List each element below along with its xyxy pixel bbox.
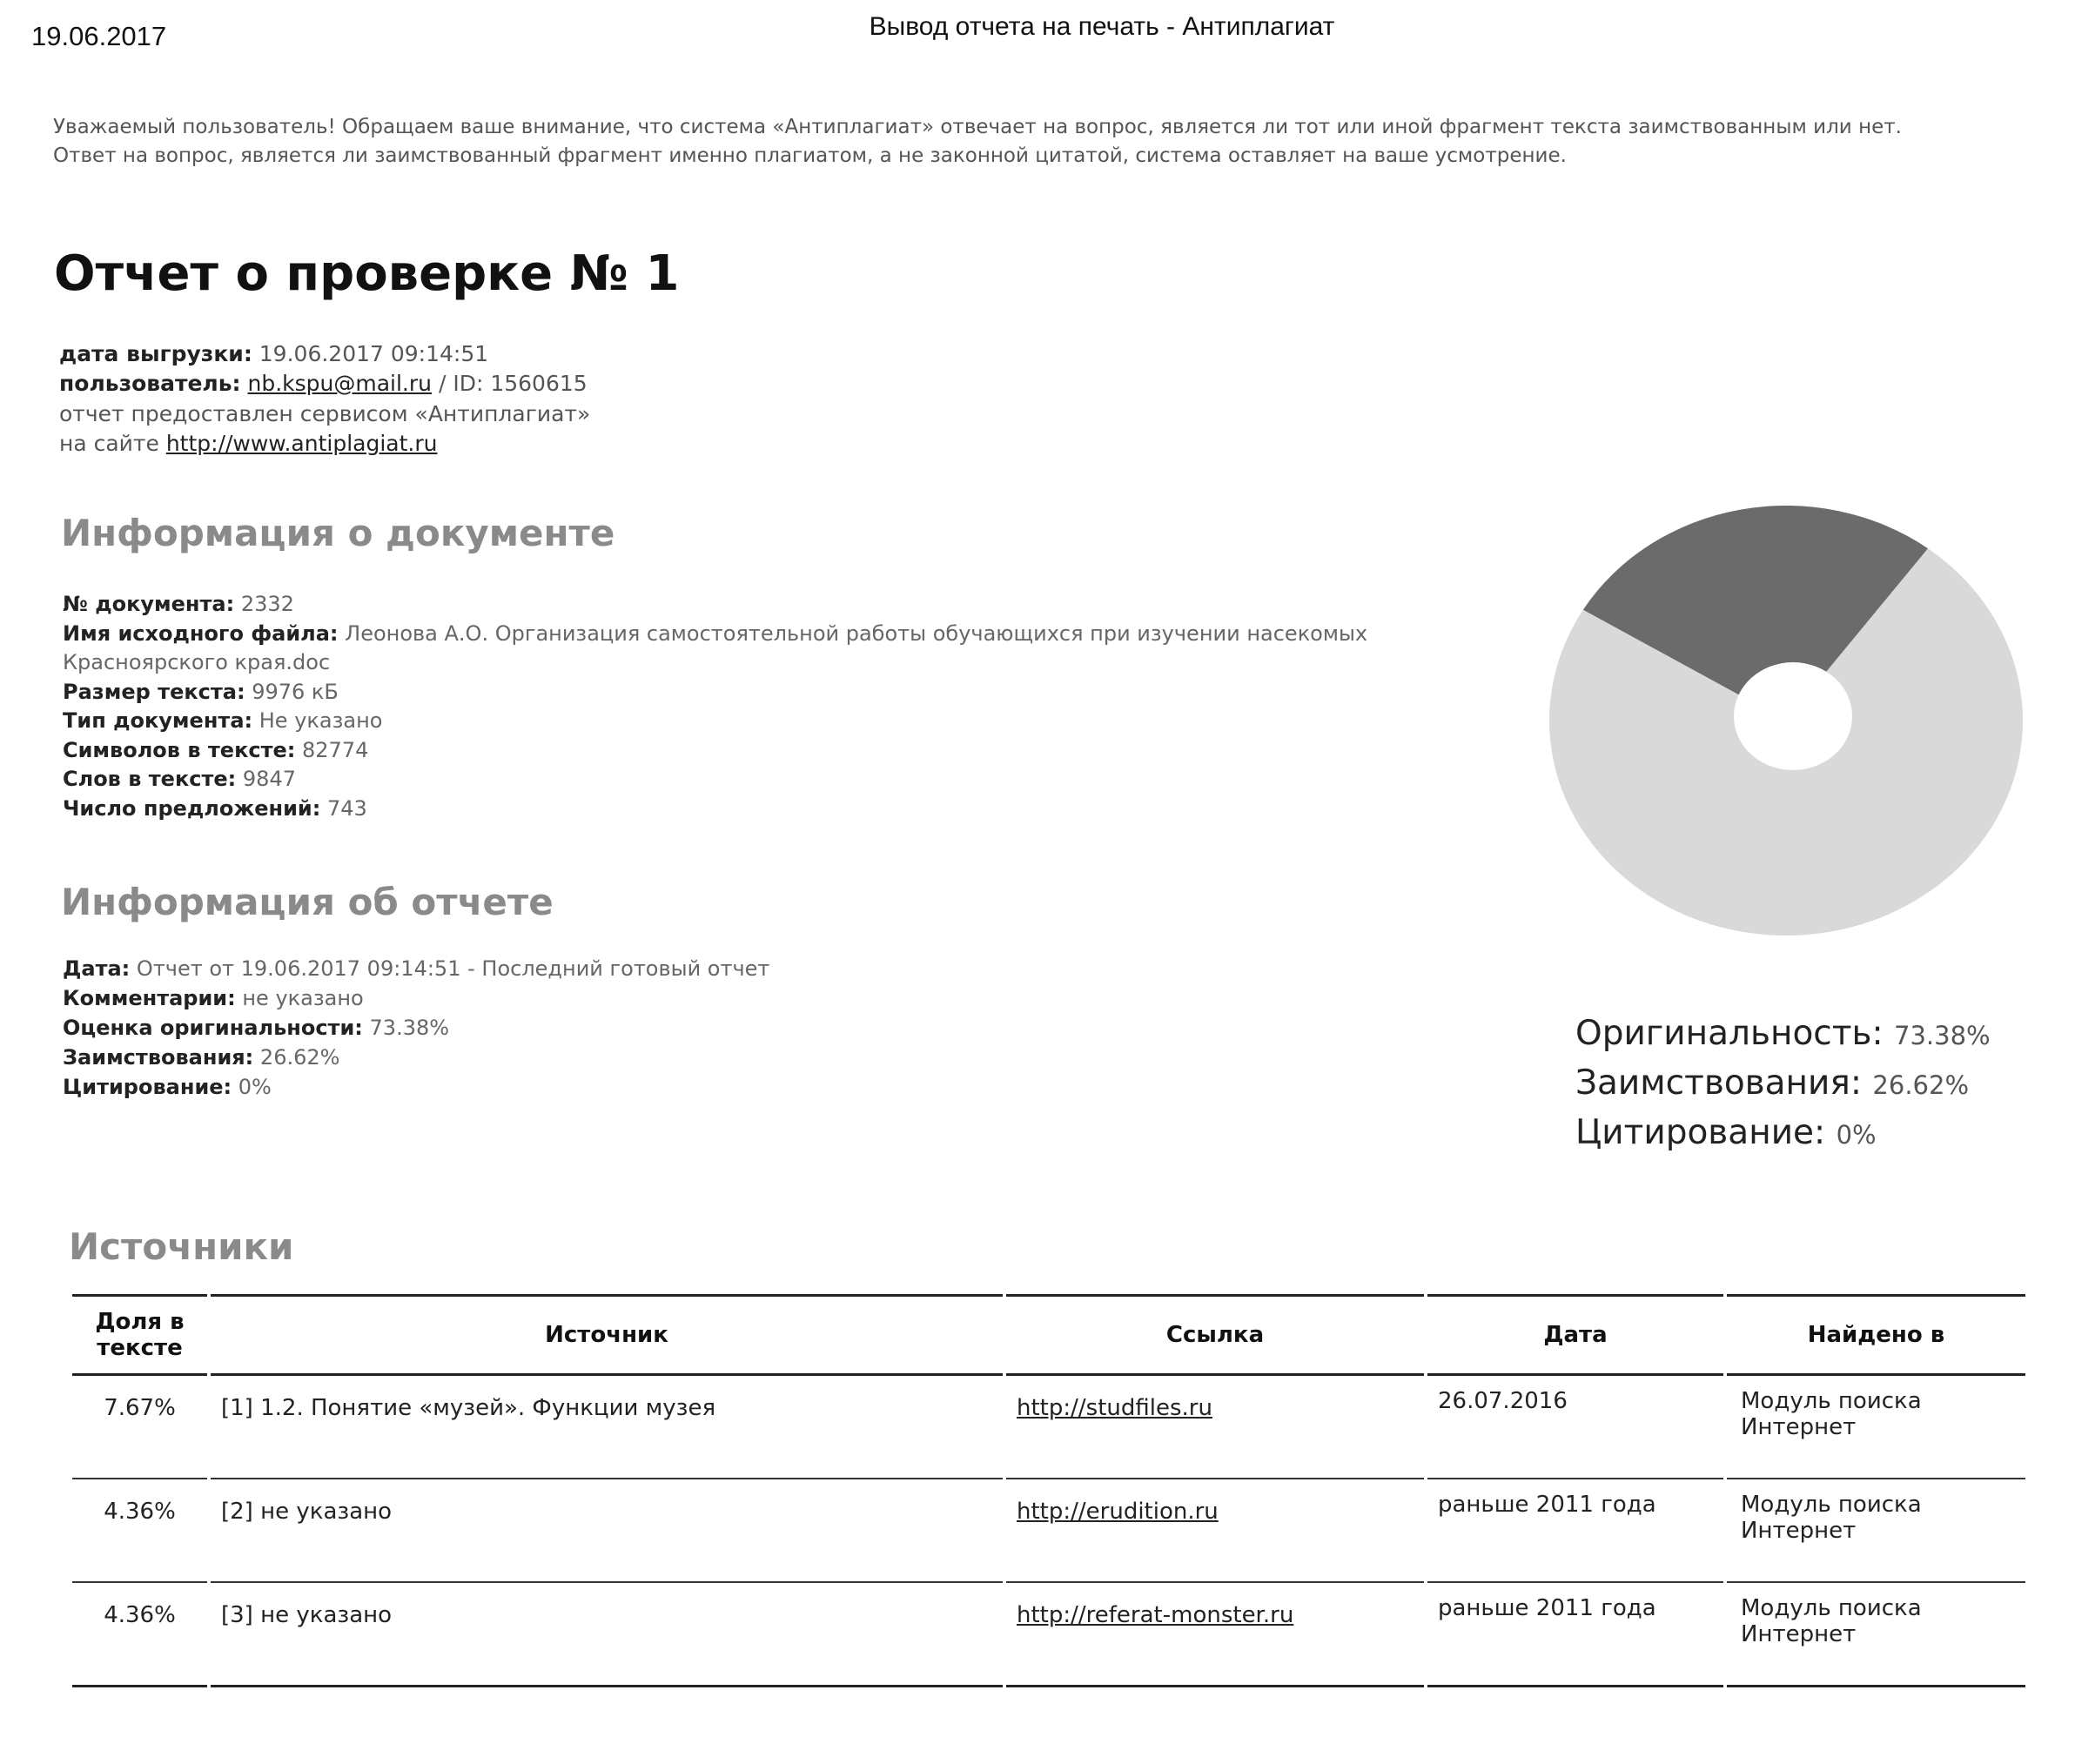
source-cell: [2] не указано xyxy=(211,1479,1003,1583)
user-label: пользователь: xyxy=(59,371,241,396)
report-title: Отчет о проверке № 1 xyxy=(54,245,680,302)
field-value: 2332 xyxy=(240,592,294,616)
date-cell: 26.07.2016 xyxy=(1427,1376,1723,1479)
doc-field: Размер текста: 9976 кБ xyxy=(63,680,339,704)
site-prefix: на сайте xyxy=(59,431,159,456)
field-label: Имя исходного файла: xyxy=(63,620,339,646)
found-in-cell: Модуль поиска Интернет xyxy=(1727,1479,2025,1583)
link-cell: http://erudition.ru xyxy=(1006,1479,1424,1583)
field-value: 73.38% xyxy=(369,1016,450,1040)
share-cell: 7.67% xyxy=(72,1376,207,1479)
field-value: не указано xyxy=(242,986,364,1010)
field-label: Размер текста: xyxy=(63,679,245,704)
field-label: Оценка оригинальности: xyxy=(63,1016,363,1040)
legend-value: 0% xyxy=(1836,1120,1877,1150)
column-header: Дата xyxy=(1427,1294,1723,1376)
column-header: Источник xyxy=(211,1294,1003,1376)
field-label: Тип документа: xyxy=(63,708,253,733)
provided-by: отчет предоставлен сервисом «Антиплагиат… xyxy=(59,401,591,426)
site-link[interactable]: http://www.antiplagiat.ru xyxy=(165,431,438,456)
date-cell: раньше 2011 года xyxy=(1427,1479,1723,1583)
user-id: / ID: 1560615 xyxy=(438,371,588,396)
table-row: 4.36% [2] не указано http://erudition.ru ра… xyxy=(72,1479,2025,1583)
field-label: Дата: xyxy=(63,956,131,981)
field-value: Отчет от 19.06.2017 09:14:51 - Последний… xyxy=(136,956,770,981)
table-header-row: Доля в тексте Источник Ссылка Дата Найдено в xyxy=(72,1294,2025,1376)
field-label: Цитирование: xyxy=(63,1075,232,1099)
field-value: 0% xyxy=(238,1075,272,1099)
user-email-link[interactable]: nb.kspu@mail.ru xyxy=(247,371,432,396)
doc-field: Число предложений: 743 xyxy=(63,796,367,821)
legend-value: 73.38% xyxy=(1894,1021,1991,1050)
doc-field: Красноярского края.doc xyxy=(63,650,330,674)
field-label: Число предложений: xyxy=(63,795,321,821)
legend-value: 26.62% xyxy=(1872,1070,1969,1100)
share-cell: 4.36% xyxy=(72,1583,207,1687)
field-value: 743 xyxy=(326,795,367,821)
legend-label: Цитирование: xyxy=(1575,1113,1826,1152)
print-date: 19.06.2017 xyxy=(31,21,167,51)
export-value: 19.06.2017 09:14:51 xyxy=(259,341,489,366)
field-label: Символов в тексте: xyxy=(63,737,296,762)
column-header: Ссылка xyxy=(1006,1294,1424,1376)
report-info-heading: Информация об отчете xyxy=(61,881,554,923)
date-cell: раньше 2011 года xyxy=(1427,1583,1723,1687)
source-link[interactable]: http://erudition.ru xyxy=(1017,1499,1219,1525)
doc-field: № документа: 2332 xyxy=(63,592,294,616)
legend-item: Заимствования: 26.62% xyxy=(1575,1063,1969,1103)
field-value: 26.62% xyxy=(259,1045,340,1070)
field-value: Не указано xyxy=(259,708,383,733)
report-field: Комментарии: не указано xyxy=(63,986,364,1010)
field-label: № документа: xyxy=(63,592,235,616)
column-header: Доля в тексте xyxy=(72,1294,207,1376)
report-field: Дата: Отчет от 19.06.2017 09:14:51 - Пос… xyxy=(63,956,769,981)
found-in-cell: Модуль поиска Интернет xyxy=(1727,1583,2025,1687)
table-row: 4.36% [3] не указано http://referat-monste… xyxy=(72,1583,2025,1687)
doc-field: Имя исходного файла: Леонова А.О. Органи… xyxy=(63,621,1367,646)
sources-table: Доля в тексте Источник Ссылка Дата Найдено в… xyxy=(69,1294,2029,1687)
source-link[interactable]: http://referat-monster.ru xyxy=(1017,1602,1294,1628)
legend-label: Заимствования: xyxy=(1575,1063,1863,1103)
field-label: Заимствования: xyxy=(63,1045,254,1070)
site-line: на сайте http://www.antiplagiat.ru xyxy=(59,431,437,456)
field-value: 9847 xyxy=(242,767,296,791)
export-date: дата выгрузки: 19.06.2017 09:14:51 xyxy=(59,341,488,366)
field-value: 82774 xyxy=(302,737,369,762)
link-cell: http://referat-monster.ru xyxy=(1006,1583,1424,1687)
share-cell: 4.36% xyxy=(72,1479,207,1583)
table-row: 7.67% [1] 1.2. Понятие «музей». Функции м… xyxy=(72,1376,2025,1479)
originality-pie-chart xyxy=(1549,506,2023,936)
sources-heading: Источники xyxy=(69,1225,294,1268)
pie-slice-1 xyxy=(1582,506,1929,721)
column-header: Найдено в xyxy=(1727,1294,2025,1376)
source-link[interactable]: http://studfiles.ru xyxy=(1017,1395,1212,1421)
source-cell: [1] 1.2. Понятие «музей». Функции музея xyxy=(211,1376,1003,1479)
doc-field: Тип документа: Не указано xyxy=(63,708,382,733)
source-cell: [3] не указано xyxy=(211,1583,1003,1687)
found-in-cell: Модуль поиска Интернет xyxy=(1727,1376,2025,1479)
legend-item: Оригинальность: 73.38% xyxy=(1575,1014,1991,1053)
link-cell: http://studfiles.ru xyxy=(1006,1376,1424,1479)
notice-text: Уважаемый пользователь! Обращаем ваше вн… xyxy=(53,116,1902,167)
report-field: Цитирование: 0% xyxy=(63,1075,272,1099)
report-field: Оценка оригинальности: 73.38% xyxy=(63,1016,449,1040)
page-title: Вывод отчета на печать - Антиплагиат xyxy=(869,12,1335,41)
doc-field: Слов в тексте: 9847 xyxy=(63,767,296,791)
doc-field: Символов в тексте: 82774 xyxy=(63,738,368,762)
field-value: 9976 кБ xyxy=(252,679,339,704)
pie-hole xyxy=(1734,662,1852,770)
export-label: дата выгрузки: xyxy=(59,341,252,366)
legend-label: Оригинальность: xyxy=(1575,1014,1884,1053)
user-line: пользователь: nb.kspu@mail.ru / ID: 1560… xyxy=(59,371,588,396)
legend-item: Цитирование: 0% xyxy=(1575,1113,1877,1152)
field-label: Слов в тексте: xyxy=(63,767,237,791)
report-field: Заимствования: 26.62% xyxy=(63,1045,339,1070)
field-value: Леонова А.О. Организация самостоятельной… xyxy=(345,620,1368,646)
field-value: Красноярского края.doc xyxy=(63,650,331,674)
doc-info-heading: Информация о документе xyxy=(61,512,615,554)
field-label: Комментарии: xyxy=(63,986,236,1010)
